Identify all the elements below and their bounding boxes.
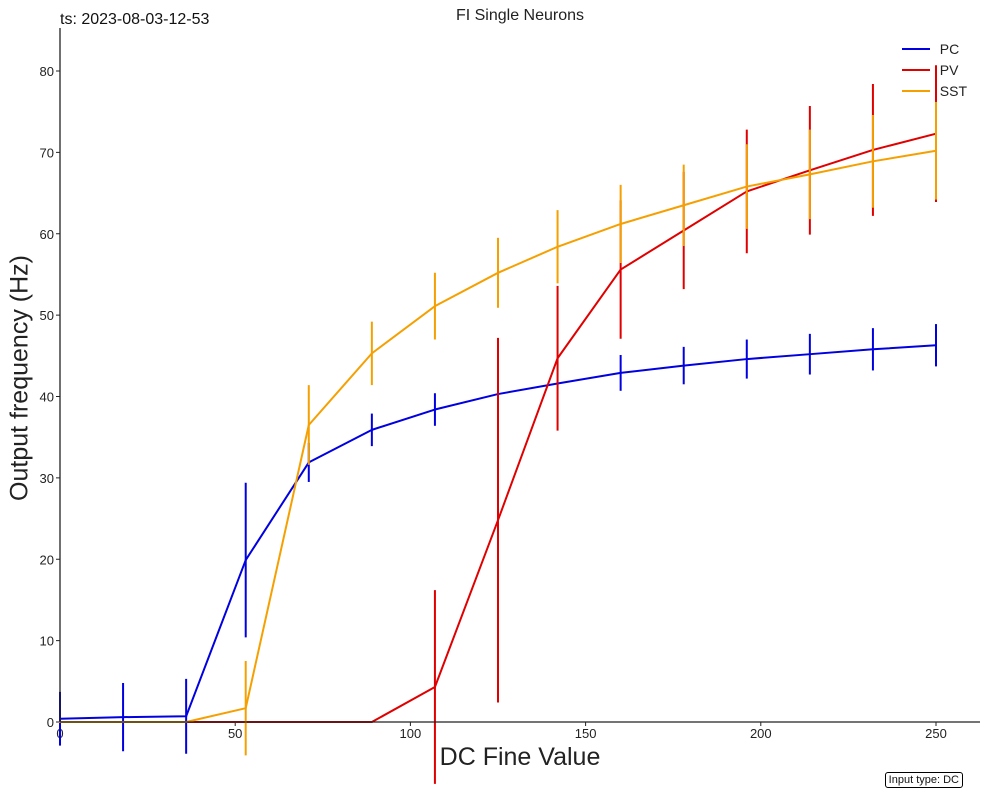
y-tick-label: 30 bbox=[40, 471, 54, 486]
data-point-sst bbox=[935, 149, 937, 152]
x-tick-label: 150 bbox=[575, 726, 597, 741]
data-point-sst bbox=[497, 271, 499, 274]
data-point-sst bbox=[871, 160, 874, 163]
legend-item-sst: SST bbox=[901, 80, 967, 101]
legend-swatch-pc bbox=[901, 47, 930, 50]
data-point-sst bbox=[682, 204, 685, 207]
legend-item-pc: PC bbox=[901, 38, 967, 59]
data-point-sst bbox=[745, 185, 748, 188]
chart-title: FI Single Neurons bbox=[455, 7, 585, 24]
series-sst bbox=[59, 101, 937, 756]
data-point-sst bbox=[307, 423, 310, 426]
data-point-pc bbox=[935, 344, 937, 347]
data-point-pv bbox=[497, 519, 499, 522]
y-tick-label: 40 bbox=[40, 390, 54, 405]
data-point-pc bbox=[808, 353, 811, 356]
legend: PC PV SST bbox=[901, 38, 967, 101]
y-axis-label: Output frequency (Hz) bbox=[5, 255, 34, 501]
x-axis-label: DC Fine Value bbox=[439, 743, 601, 771]
y-tick-label: 60 bbox=[40, 227, 54, 242]
legend-item-pv: PV bbox=[901, 59, 967, 80]
legend-label-pv: PV bbox=[939, 61, 959, 78]
timestamp-label: ts: 2023-08-03-12-53 bbox=[60, 11, 210, 28]
data-point-pc bbox=[185, 715, 188, 718]
y-tick-label: 20 bbox=[40, 552, 54, 567]
x-tick-label: 100 bbox=[400, 726, 422, 741]
legend-swatch-sst bbox=[901, 89, 930, 92]
y-tick-label: 0 bbox=[47, 715, 54, 730]
series-pv bbox=[59, 65, 937, 784]
x-tick-label: 50 bbox=[228, 726, 242, 741]
data-point-pv bbox=[556, 357, 559, 360]
data-point-pv bbox=[619, 268, 622, 271]
y-tick-label: 70 bbox=[40, 145, 54, 160]
series-layer bbox=[59, 65, 937, 784]
data-point-sst bbox=[433, 305, 436, 308]
data-point-pc bbox=[244, 559, 247, 562]
data-point-sst bbox=[244, 707, 247, 710]
data-point-pc bbox=[122, 716, 125, 719]
data-point-pc bbox=[370, 428, 373, 431]
legend-label-sst: SST bbox=[939, 82, 967, 99]
x-tick-label: 200 bbox=[750, 726, 772, 741]
y-tick-label: 10 bbox=[40, 634, 54, 649]
x-tick-label: 250 bbox=[925, 726, 947, 741]
legend-swatch-pv bbox=[901, 68, 930, 71]
data-point-pc bbox=[619, 371, 622, 374]
data-point-sst bbox=[556, 245, 559, 248]
axis-ticks: 05010015020025001020304050607080 bbox=[40, 64, 947, 741]
data-point-pc bbox=[871, 348, 874, 351]
data-point-sst bbox=[619, 222, 622, 225]
data-point-sst bbox=[808, 173, 811, 176]
input-type-note: Input type: DC bbox=[884, 772, 963, 788]
data-point-pc bbox=[745, 358, 748, 361]
data-point-pc bbox=[682, 364, 685, 367]
y-tick-label: 80 bbox=[40, 64, 54, 79]
legend-label-pc: PC bbox=[939, 40, 960, 57]
data-point-sst bbox=[370, 352, 373, 355]
data-point-pv bbox=[433, 686, 436, 689]
data-point-pc bbox=[433, 408, 436, 411]
y-tick-label: 50 bbox=[40, 308, 54, 323]
